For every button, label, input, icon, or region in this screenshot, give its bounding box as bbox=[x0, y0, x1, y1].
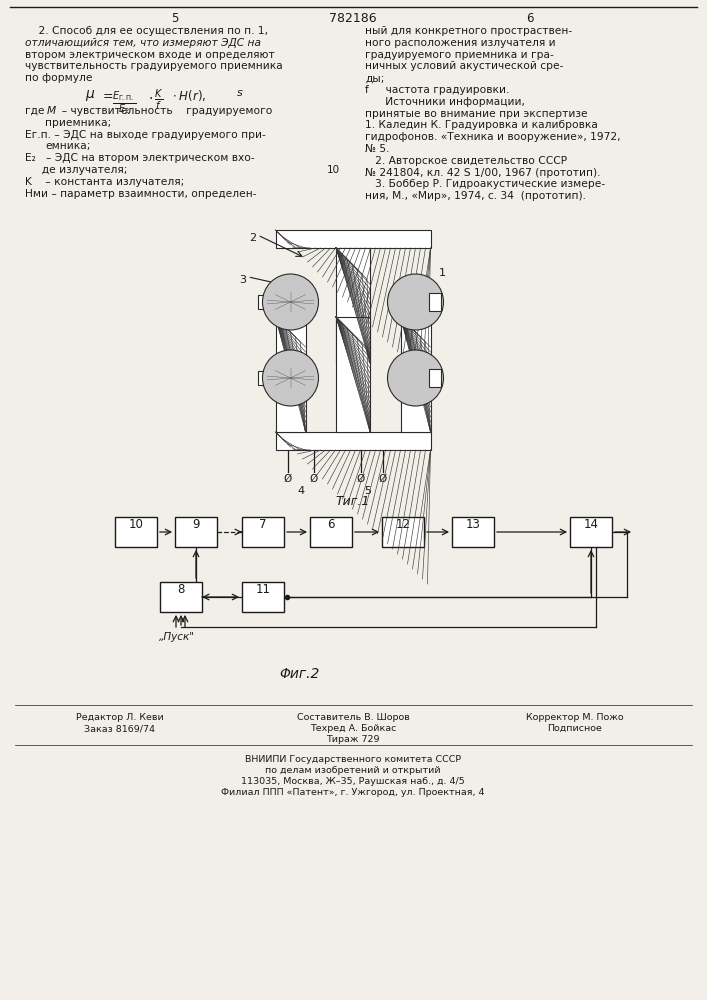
Text: 2: 2 bbox=[250, 233, 257, 243]
Text: 10: 10 bbox=[327, 165, 340, 175]
Text: $s$: $s$ bbox=[236, 88, 244, 98]
Bar bbox=[276, 432, 431, 450]
Text: ного расположения излучателя и: ного расположения излучателя и bbox=[365, 38, 556, 48]
Text: 5: 5 bbox=[365, 486, 371, 496]
Bar bbox=[310, 517, 352, 547]
Bar bbox=[570, 517, 612, 547]
Text: 14: 14 bbox=[583, 518, 599, 531]
Text: 4: 4 bbox=[297, 486, 304, 496]
Bar bbox=[400, 317, 431, 432]
Text: Подписное: Подписное bbox=[547, 724, 602, 733]
Text: ничных условий акустической сре-: ничных условий акустической сре- bbox=[365, 61, 563, 71]
Text: – чувствительность    градуируемого: – чувствительность градуируемого bbox=[55, 106, 272, 116]
Text: 1: 1 bbox=[438, 268, 445, 278]
Text: ния, М., «Мир», 1974, с. 34  (прототип).: ния, М., «Мир», 1974, с. 34 (прототип). bbox=[365, 191, 586, 201]
Bar bbox=[115, 517, 157, 547]
Text: принятые во внимание при экспертизе: принятые во внимание при экспертизе bbox=[365, 109, 588, 119]
Bar bbox=[336, 248, 370, 363]
Text: 12: 12 bbox=[395, 518, 411, 531]
Bar bbox=[242, 582, 284, 612]
Text: Eг.п. – ЭДС на выходе градуируемого при-: Eг.п. – ЭДС на выходе градуируемого при- bbox=[25, 130, 266, 140]
Text: № 241804, кл. 42 S 1/00, 1967 (прототип).: № 241804, кл. 42 S 1/00, 1967 (прототип)… bbox=[365, 168, 600, 178]
Text: 8: 8 bbox=[177, 583, 185, 596]
Text: по делам изобретений и открытий: по делам изобретений и открытий bbox=[265, 766, 440, 775]
Text: 2. Авторское свидетельство СССР: 2. Авторское свидетельство СССР bbox=[365, 156, 567, 166]
Text: 5: 5 bbox=[171, 12, 179, 25]
Text: Филиал ППП «Патент», г. Ужгород, ул. Проектная, 4: Филиал ППП «Патент», г. Ужгород, ул. Про… bbox=[221, 788, 485, 797]
Text: 10: 10 bbox=[129, 518, 144, 531]
Circle shape bbox=[262, 350, 318, 406]
Text: где: где bbox=[25, 106, 48, 116]
Text: Заказ 8169/74: Заказ 8169/74 bbox=[85, 724, 156, 733]
Text: 6: 6 bbox=[526, 12, 534, 25]
Bar bbox=[428, 293, 440, 311]
Text: втором электрическом входе и определяют: втором электрическом входе и определяют bbox=[25, 50, 275, 60]
Text: $\cdot\; H(r),$: $\cdot\; H(r),$ bbox=[172, 88, 206, 103]
Bar bbox=[276, 317, 305, 432]
Text: Ø: Ø bbox=[379, 474, 387, 484]
Text: f     частота градуировки.: f частота градуировки. bbox=[365, 85, 509, 95]
Bar bbox=[452, 517, 494, 547]
Text: $\mathit{\mu}$: $\mathit{\mu}$ bbox=[85, 88, 95, 103]
Text: гидрофонов. «Техника и вооружение», 1972,: гидрофонов. «Техника и вооружение», 1972… bbox=[365, 132, 621, 142]
Bar bbox=[160, 582, 202, 612]
Text: „Пуск": „Пуск" bbox=[159, 632, 195, 642]
Bar bbox=[242, 517, 284, 547]
Text: де излучателя;: де излучателя; bbox=[25, 165, 127, 175]
Circle shape bbox=[387, 274, 443, 330]
Bar bbox=[276, 230, 431, 248]
Text: 6: 6 bbox=[327, 518, 334, 531]
Text: емника;: емника; bbox=[45, 141, 90, 151]
Circle shape bbox=[387, 350, 443, 406]
Bar bbox=[175, 517, 217, 547]
Bar bbox=[382, 517, 424, 547]
Text: ды;: ды; bbox=[365, 73, 385, 83]
Text: Тираж 729: Тираж 729 bbox=[326, 735, 380, 744]
Text: № 5.: № 5. bbox=[365, 144, 390, 154]
Text: Τиг.1: Τиг.1 bbox=[336, 495, 370, 508]
Text: Hми – параметр взаимности, определен-: Hми – параметр взаимности, определен- bbox=[25, 189, 257, 199]
Text: Ø: Ø bbox=[310, 474, 317, 484]
Text: М: М bbox=[47, 106, 56, 116]
Text: E₂   – ЭДС на втором электрическом вхо-: E₂ – ЭДС на втором электрическом вхо- bbox=[25, 153, 255, 163]
Text: 1. Каледин К. Градуировка и калибровка: 1. Каледин К. Градуировка и калибровка bbox=[365, 120, 598, 130]
Text: Φиг.2: Φиг.2 bbox=[280, 667, 320, 681]
Bar bbox=[257, 295, 276, 309]
Text: 11: 11 bbox=[255, 583, 271, 596]
Circle shape bbox=[262, 274, 318, 330]
Text: Ø: Ø bbox=[357, 474, 365, 484]
Text: Корректор М. Пожо: Корректор М. Пожо bbox=[526, 713, 624, 722]
Text: 3. Боббер Р. Гидроакустические измере-: 3. Боббер Р. Гидроакустические измере- bbox=[365, 179, 605, 189]
Text: приемника;: приемника; bbox=[45, 118, 111, 128]
Text: Ø: Ø bbox=[284, 474, 291, 484]
Bar bbox=[336, 317, 370, 432]
Text: $\cdot\,\frac{K}{f}$: $\cdot\,\frac{K}{f}$ bbox=[148, 88, 164, 113]
Text: Техред А. Бойкас: Техред А. Бойкас bbox=[310, 724, 396, 733]
Bar bbox=[428, 369, 440, 387]
Bar bbox=[257, 371, 276, 385]
Text: отличающийся тем, что измеряют ЭДС на: отличающийся тем, что измеряют ЭДС на bbox=[25, 38, 261, 48]
Text: 113035, Москва, Ж–35, Раушская наб., д. 4/5: 113035, Москва, Ж–35, Раушская наб., д. … bbox=[241, 777, 465, 786]
Text: 2. Способ для ее осуществления по п. 1,: 2. Способ для ее осуществления по п. 1, bbox=[25, 26, 268, 36]
Text: 3: 3 bbox=[240, 275, 247, 285]
Text: ВНИИПИ Государственного комитета СССР: ВНИИПИ Государственного комитета СССР bbox=[245, 755, 461, 764]
Text: Редактор Л. Кеви: Редактор Л. Кеви bbox=[76, 713, 164, 722]
Text: градуируемого приемника и гра-: градуируемого приемника и гра- bbox=[365, 50, 554, 60]
Text: ный для конкретного простраствен-: ный для конкретного простраствен- bbox=[365, 26, 572, 36]
Text: Источники информации,: Источники информации, bbox=[365, 97, 525, 107]
Text: 13: 13 bbox=[466, 518, 481, 531]
Text: Составитель В. Шоров: Составитель В. Шоров bbox=[296, 713, 409, 722]
Text: по формуле: по формуле bbox=[25, 73, 93, 83]
Text: $\frac{E_{\Gamma.\Pi.}}{E_2}$: $\frac{E_{\Gamma.\Pi.}}{E_2}$ bbox=[112, 89, 136, 117]
Text: 7: 7 bbox=[259, 518, 267, 531]
Text: K    – константа излучателя;: K – константа излучателя; bbox=[25, 177, 185, 187]
Text: 782186: 782186 bbox=[329, 12, 377, 25]
Text: 9: 9 bbox=[192, 518, 200, 531]
Text: $=$: $=$ bbox=[100, 88, 114, 101]
Text: чувствительность градуируемого приемника: чувствительность градуируемого приемника bbox=[25, 61, 283, 71]
